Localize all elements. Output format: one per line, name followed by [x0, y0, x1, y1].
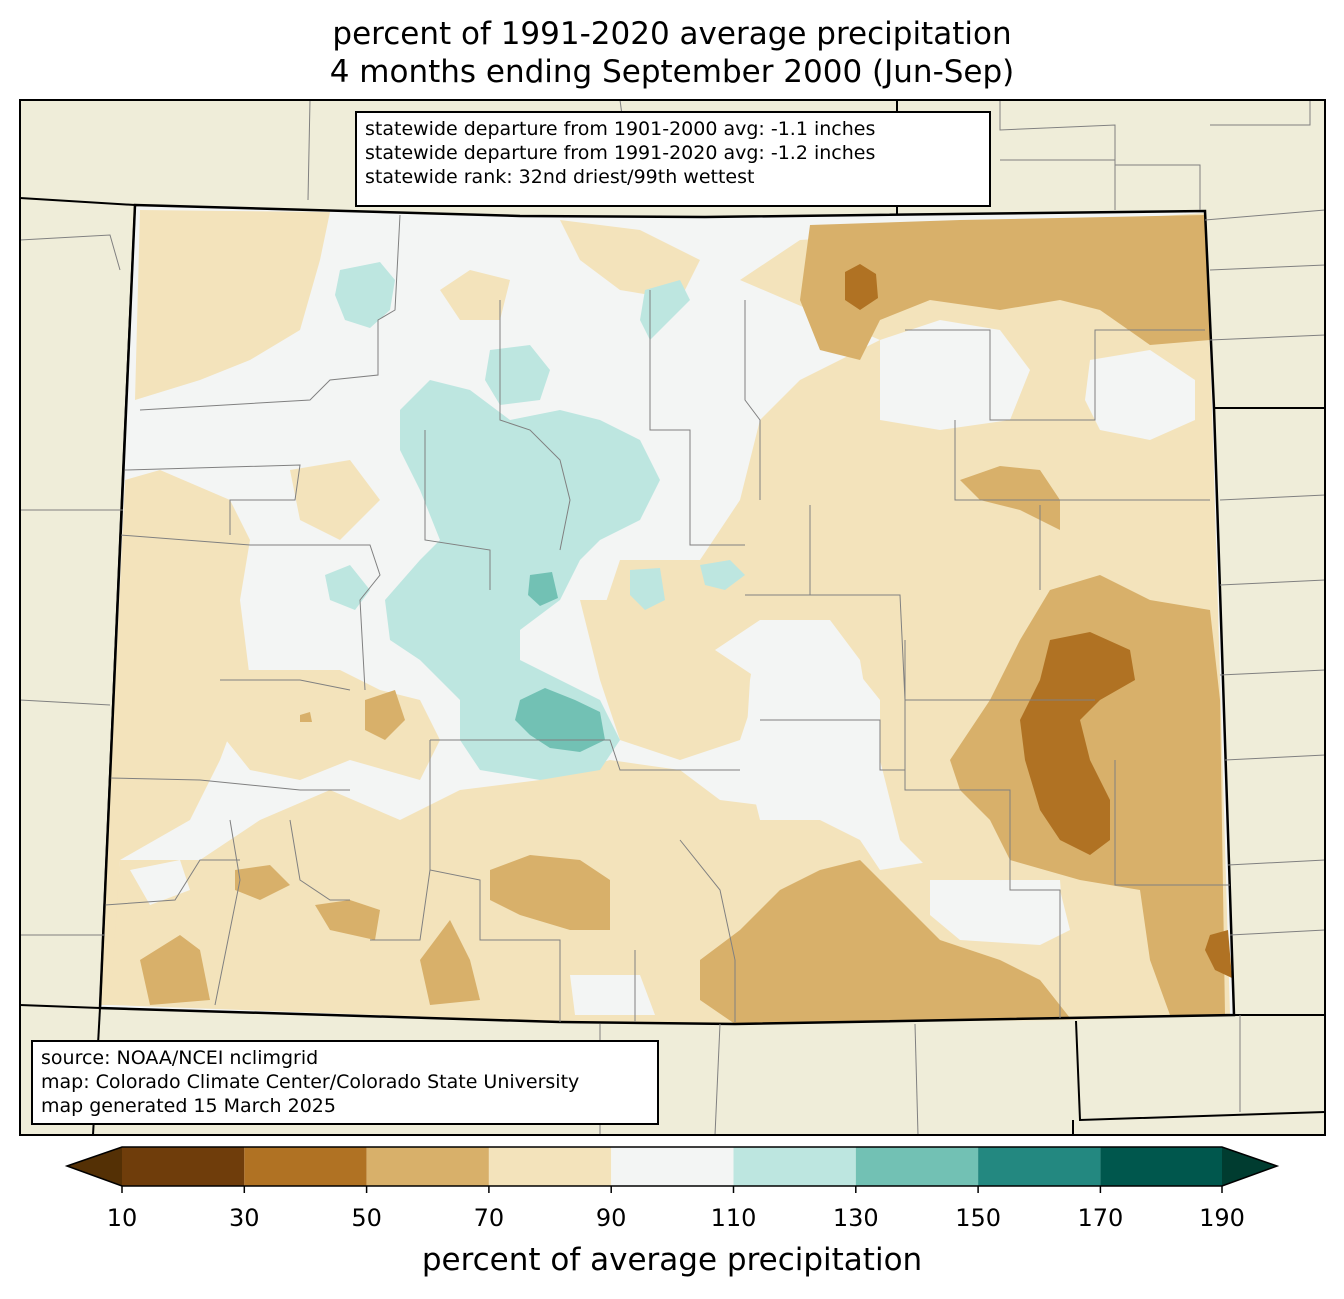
generated-date-line: map generated 15 March 2025 — [41, 1095, 336, 1117]
colorbar-bin-30-50 — [244, 1147, 367, 1186]
colorbar-tick-label: 10 — [106, 1204, 138, 1232]
stats-departure-1991: statewide departure from 1991-2020 avg: … — [365, 142, 876, 164]
zone-50-70-sc — [490, 855, 610, 930]
colorbar-bin-150-170 — [978, 1147, 1101, 1186]
zone-90-110-east1 — [880, 320, 1030, 430]
zone-50-70-south — [700, 860, 1070, 1024]
zone-110-130-east — [630, 560, 745, 610]
zone-50-70-northeast — [800, 215, 1210, 360]
zone-110-130-north — [485, 280, 690, 405]
zone-50-70-east-blob — [960, 466, 1060, 530]
zone-90-110-east2 — [1085, 350, 1195, 440]
zone-70-90-west — [100, 210, 330, 1005]
colorbar-bin-70-90 — [488, 1147, 612, 1186]
colorbar-bin-110-130 — [733, 1147, 856, 1186]
zone-30-50-north — [845, 264, 878, 310]
colorbar-bin-50-70 — [366, 1147, 489, 1186]
colorbar-over-arrow — [1222, 1147, 1277, 1186]
source-box: source: NOAA/NCEI nclimgrid map: Colorad… — [31, 1040, 659, 1125]
colorado-border — [98, 203, 1236, 1026]
colorbar-label: percent of average precipitation — [421, 1242, 923, 1278]
stats-rank: statewide rank: 32nd driest/99th wettest — [365, 166, 755, 188]
colorbar-tick-label: 90 — [595, 1204, 627, 1232]
colorbar-tick-label: 170 — [1077, 1204, 1124, 1232]
colorbar-under-arrow — [67, 1147, 122, 1186]
zone-130-150-b — [515, 688, 605, 752]
map-title-line2: 4 months ending September 2000 (Jun-Sep) — [329, 54, 1015, 90]
colorbar — [64, 1146, 1280, 1193]
colorbar-tick-label: 70 — [473, 1204, 505, 1232]
zone-130-150-a — [528, 572, 558, 606]
colorbar-tick-label: 50 — [351, 1204, 382, 1232]
map-frame — [19, 99, 1326, 1136]
zone-70-90-north — [290, 220, 700, 540]
colorbar-bin-130-150 — [855, 1147, 979, 1186]
zone-50-70-sw — [140, 865, 480, 1005]
zone-90-110-southeast — [930, 880, 1070, 945]
colorbar-tick-label: 190 — [1199, 1204, 1245, 1232]
colorbar-bin-170-190 — [1100, 1147, 1222, 1186]
map-title-line1: percent of 1991-2020 average precipitati… — [332, 16, 1012, 52]
statewide-stats-box: statewide departure from 1901-2000 avg: … — [355, 111, 991, 207]
colorbar-tick-label: 130 — [832, 1204, 879, 1232]
county-lines — [104, 214, 1230, 1022]
zone-110-130-west — [325, 565, 370, 610]
zone-110-130-nw — [335, 262, 395, 328]
colorbar-tick-label: 150 — [955, 1204, 1001, 1232]
stats-departure-1901: statewide departure from 1901-2000 avg: … — [365, 118, 876, 140]
source-line: source: NOAA/NCEI nclimgrid — [41, 1047, 319, 1069]
colorbar-tick-label: 110 — [710, 1204, 757, 1232]
colorbar-bin-90-110 — [611, 1147, 734, 1186]
colorbar-bin-10-30 — [122, 1147, 245, 1186]
neighbor-county-lines — [19, 99, 1326, 1136]
zone-30-50-se — [1205, 930, 1232, 978]
zone-50-70-west — [300, 690, 405, 740]
colorbar-tick-marks — [121, 1186, 1223, 1193]
zone-30-50-east — [1020, 632, 1135, 855]
map-credit-line: map: Colorado Climate Center/Colorado St… — [41, 1071, 580, 1093]
colorbar-tick-label: 30 — [229, 1204, 260, 1232]
zone-90-110-south — [130, 860, 655, 1015]
zone-110-130-central — [385, 380, 660, 780]
zone-70-90-central — [580, 600, 760, 760]
